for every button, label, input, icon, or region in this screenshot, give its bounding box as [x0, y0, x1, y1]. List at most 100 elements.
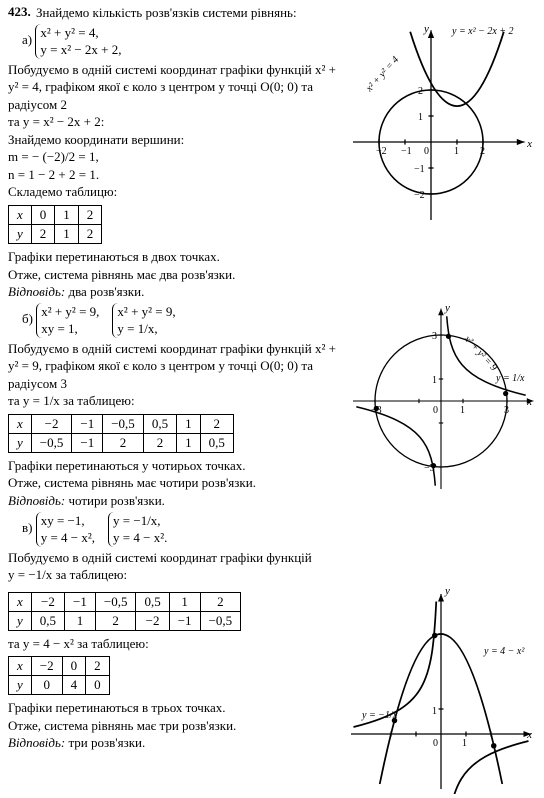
svg-text:x: x — [526, 729, 532, 741]
cell: 2 — [95, 611, 136, 630]
svg-text:−2: −2 — [376, 146, 387, 157]
part-a-system: x² + y² = 4, y = x² − 2x + 2, — [35, 24, 121, 59]
table-row: y 0,5 1 2 −2 −1 −0,5 — [9, 611, 241, 630]
svg-text:3: 3 — [504, 405, 509, 416]
part-a-n: n = 1 − 2 + 2 = 1. — [8, 166, 342, 184]
table-row: y 2 1 2 — [9, 225, 102, 244]
answer-label-a: Відповідь: — [8, 284, 65, 299]
part-b-label: б) — [22, 311, 33, 326]
table-header-x: x — [9, 657, 32, 676]
svg-text:0: 0 — [424, 146, 429, 157]
cell: 0 — [31, 206, 55, 225]
svg-text:1: 1 — [462, 738, 467, 749]
svg-text:y = 1/x: y = 1/x — [495, 373, 525, 384]
eq-a-1: x² + y² = 4, — [40, 24, 121, 42]
part-a-m: m = − (−2)/2 = 1, — [8, 148, 342, 166]
table-header-y: y — [9, 611, 32, 630]
svg-text:1: 1 — [418, 112, 423, 123]
part-v-table-2: x −2 0 2 y 0 4 0 — [8, 656, 110, 695]
cell: −0,5 — [103, 414, 144, 433]
svg-text:y = x² − 2x + 2: y = x² − 2x + 2 — [451, 26, 514, 37]
svg-text:1: 1 — [432, 375, 437, 386]
part-b-table: x −2 −1 −0,5 0,5 1 2 y −0,5 −1 2 2 1 0,5 — [8, 414, 234, 453]
part-v-system-1: xy = −1, y = 4 − x², — [36, 512, 95, 547]
answer-text-b: чотири розв'язки. — [65, 493, 165, 508]
cell: 2 — [143, 433, 176, 452]
graph-v: x y 0 1 1 y = 4 − x² y = −1/x — [346, 584, 536, 794]
table-row: y 0 4 0 — [9, 676, 110, 695]
eq-v-1: xy = −1, — [41, 512, 95, 530]
cell: 2 — [200, 592, 241, 611]
part-v-system-2: y = −1/x, y = 4 − x². — [108, 512, 167, 547]
part-v-hence: Отже, система рівнянь має три розв'язки. — [8, 717, 342, 735]
svg-text:0: 0 — [433, 405, 438, 416]
svg-text:−3: −3 — [371, 405, 382, 416]
part-a-table: x 0 1 2 y 2 1 2 — [8, 205, 102, 244]
cell: 2 — [78, 206, 102, 225]
table-row: y −0,5 −1 2 2 1 0,5 — [9, 433, 234, 452]
svg-text:−1: −1 — [414, 164, 425, 175]
cell: 0 — [31, 676, 62, 695]
part-v-build-text: Побудуємо в одній системі координат граф… — [8, 549, 536, 567]
table-header-y: y — [9, 225, 32, 244]
cell: 0,5 — [136, 592, 169, 611]
eq-b-1: x² + y² = 9, — [41, 303, 99, 321]
eq-b-2: xy = 1, — [41, 320, 99, 338]
table-header-y: y — [9, 433, 32, 452]
graph-b: x y 0 −3 13 13 −3 y = 1/x x² + y² = 9 — [346, 301, 536, 501]
cell: 0,5 — [200, 433, 233, 452]
table-header-x: x — [9, 592, 32, 611]
part-v-and-line: та y = 4 − x² за таблицею: — [8, 635, 342, 653]
cell: −1 — [72, 414, 103, 433]
cell: 0,5 — [31, 611, 64, 630]
svg-text:y = −1/x: y = −1/x — [361, 710, 398, 721]
cell: 4 — [62, 676, 86, 695]
cell: 1 — [55, 206, 79, 225]
cell: −0,5 — [200, 611, 241, 630]
svg-text:x: x — [526, 396, 532, 408]
svg-text:−2: −2 — [414, 190, 425, 201]
cell: 2 — [78, 225, 102, 244]
cell: 2 — [200, 414, 233, 433]
cell: −2 — [136, 611, 169, 630]
eq-v-3: y = −1/x, — [113, 512, 167, 530]
svg-text:1: 1 — [454, 146, 459, 157]
answer-text-a: два розв'язки. — [65, 284, 144, 299]
part-b-build-text: Побудуємо в одній системі координат граф… — [8, 340, 342, 393]
svg-text:1: 1 — [432, 706, 437, 717]
svg-text:−1: −1 — [401, 146, 412, 157]
eq-a-2: y = x² − 2x + 2, — [40, 41, 121, 59]
eq-v-4: y = 4 − x². — [113, 529, 167, 547]
svg-text:x² + y² = 9: x² + y² = 9 — [461, 333, 499, 373]
svg-text:y: y — [444, 302, 450, 314]
svg-text:2: 2 — [480, 146, 485, 157]
table-header-x: x — [9, 414, 32, 433]
answer-label-b: Відповідь: — [8, 493, 65, 508]
answer-text-v: три розв'язки. — [65, 735, 145, 750]
graph-a: x y 0 −2−1 12 12 −1−2 y = x² − 2x + 2 x²… — [346, 22, 536, 232]
cell: 1 — [177, 414, 201, 433]
svg-text:y = 4 − x²: y = 4 − x² — [483, 646, 525, 657]
part-b-and-line: та y = 1/x за таблицею: — [8, 392, 342, 410]
table-row: x −2 0 2 — [9, 657, 110, 676]
cell: 0 — [62, 657, 86, 676]
cell: −1 — [72, 433, 103, 452]
part-a-intersect: Графіки перетинаються в двох точках. — [8, 248, 536, 266]
answer-label-v: Відповідь: — [8, 735, 65, 750]
part-b-system-2: x² + y² = 9, y = 1/x, — [112, 303, 175, 338]
svg-text:x² + y² = 4: x² + y² = 4 — [363, 54, 401, 94]
part-v-line2: y = −1/x за таблицею: — [8, 566, 536, 584]
cell: −2 — [31, 414, 72, 433]
cell: −2 — [31, 657, 62, 676]
part-b-hence: Отже, система рівнянь має чотири розв'яз… — [8, 474, 342, 492]
cell: 1 — [55, 225, 79, 244]
cell: 0 — [86, 676, 110, 695]
part-a-hence: Отже, система рівнянь має два розв'язки. — [8, 266, 536, 284]
part-a-find-vertex: Знайдемо координати вершини: — [8, 131, 342, 149]
svg-text:3: 3 — [432, 331, 437, 342]
cell: 0,5 — [143, 414, 176, 433]
problem-number: 423. — [8, 4, 36, 22]
table-header-y: y — [9, 676, 32, 695]
cell: −2 — [31, 592, 64, 611]
svg-text:−3: −3 — [424, 463, 435, 474]
